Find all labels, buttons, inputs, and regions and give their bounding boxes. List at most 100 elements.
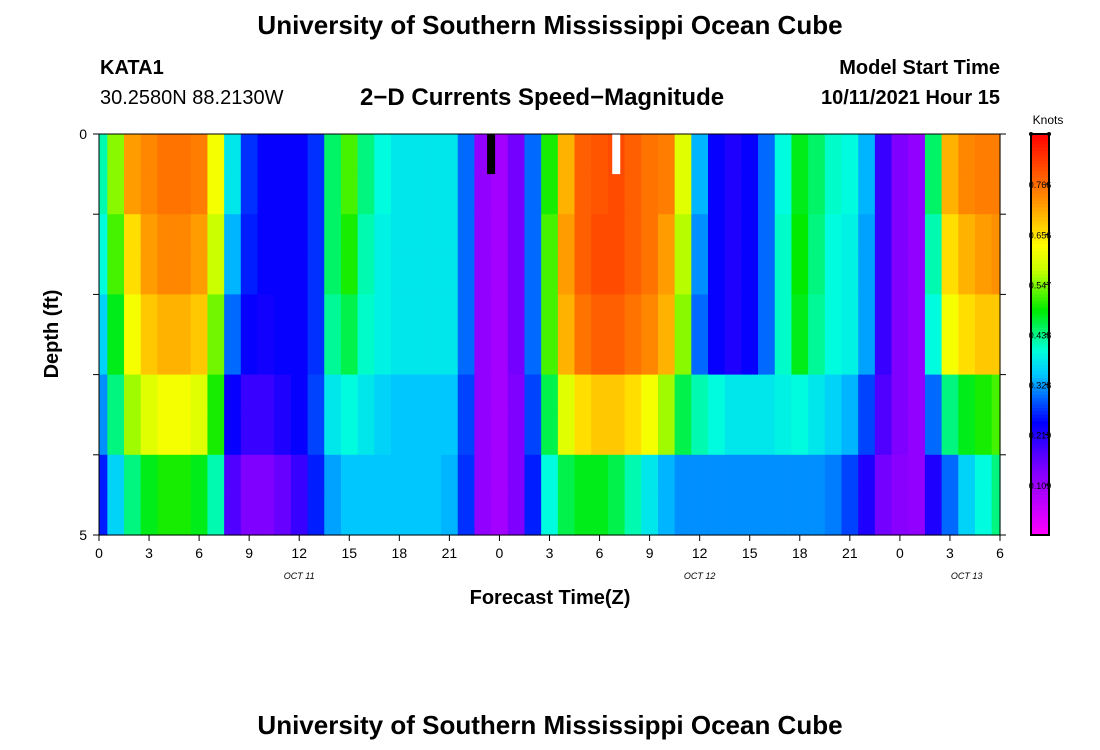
colorbar-segment: [1031, 394, 1049, 399]
heatmap-cell: [924, 334, 943, 376]
colorbar-segment: [1031, 374, 1049, 379]
x-tick-label: 18: [392, 545, 408, 561]
heatmap-cell: [174, 174, 192, 215]
heatmap-cell: [457, 454, 476, 496]
heatmap-cell: [307, 134, 325, 175]
heatmap-cell: [791, 254, 809, 295]
colorbar-segment: [1031, 144, 1049, 148]
colorbar-tick-label: 0.766: [1029, 180, 1052, 190]
heatmap-cell: [174, 254, 192, 295]
heatmap-cell: [691, 414, 709, 456]
heatmap-cell: [99, 254, 108, 295]
heatmap-cell: [607, 414, 626, 456]
heatmap-cell: [357, 294, 375, 336]
heatmap-cell: [107, 134, 125, 175]
heatmap-cell: [557, 494, 576, 536]
heatmap-cell: [708, 374, 726, 416]
heatmap-cell: [457, 494, 476, 536]
heatmap-cell: [390, 214, 409, 255]
heatmap-cell: [524, 494, 542, 536]
heatmap-cell: [941, 334, 959, 376]
heatmap-cell: [958, 494, 976, 536]
heatmap-cell: [224, 174, 242, 215]
heatmap-cell: [958, 414, 976, 456]
heatmap-cell: [457, 174, 476, 215]
heatmap-cell: [641, 174, 659, 215]
heatmap-cell: [774, 134, 793, 175]
colorbar-segment: [1031, 194, 1049, 199]
heatmap-cell: [541, 214, 559, 255]
heatmap-cell: [407, 174, 425, 215]
heatmap-cell: [224, 334, 242, 376]
heatmap-cell: [441, 254, 459, 295]
heatmap-cell: [107, 334, 125, 376]
heatmap-cell: [691, 134, 709, 175]
heatmap-cell: [724, 414, 742, 456]
heatmap-cell: [541, 414, 559, 456]
heatmap-cell: [641, 254, 659, 295]
heatmap-cell: [958, 454, 976, 496]
heatmap-cell: [257, 174, 275, 215]
heatmap-cell: [824, 334, 843, 376]
heatmap-cell: [624, 294, 642, 336]
x-tick-label: 12: [291, 545, 307, 561]
heatmap-cell: [841, 374, 859, 416]
heatmap-cell: [808, 294, 826, 336]
heatmap-cell: [691, 174, 709, 215]
heatmap-cell: [557, 174, 576, 215]
x-tick-label: 0: [896, 545, 904, 561]
heatmap-cell: [324, 214, 342, 255]
heatmap-cell: [357, 174, 375, 215]
heatmap-cell: [758, 294, 776, 336]
heatmap-cell: [274, 174, 292, 215]
heatmap-cell: [808, 134, 826, 175]
heatmap-cell: [507, 374, 526, 416]
heatmap-cell: [424, 414, 442, 456]
heatmap-cell: [674, 494, 692, 536]
heatmap-cell: [708, 254, 726, 295]
heatmap-cell: [99, 174, 108, 215]
heatmap-cell: [441, 494, 459, 536]
heatmap-cell: [908, 174, 926, 215]
heatmap-cell: [474, 414, 492, 456]
x-tick-label: 9: [245, 545, 253, 561]
colorbar-segment: [1031, 174, 1049, 179]
colorbar-segment: [1031, 197, 1049, 202]
colorbar-segment: [1031, 230, 1049, 235]
heatmap-cell: [891, 254, 909, 295]
chart-subtitle: 2−D Currents Speed−Magnitude: [360, 84, 725, 111]
heatmap-cell: [307, 414, 325, 456]
heatmap-cell: [324, 254, 342, 295]
heatmap-cell: [774, 214, 793, 255]
heatmap-cell: [507, 414, 526, 456]
heatmap-cell: [991, 174, 1001, 215]
heatmap-cell: [441, 174, 459, 215]
heatmap-cell: [908, 334, 926, 376]
heatmap-cell: [574, 334, 592, 376]
heatmap-cell: [224, 254, 242, 295]
heatmap-cell: [858, 454, 876, 496]
heatmap-cell: [541, 374, 559, 416]
heatmap-cell: [674, 374, 692, 416]
colorbar-segment: [1031, 401, 1049, 406]
heatmap-cell: [124, 414, 142, 456]
heatmap-cell: [524, 374, 542, 416]
colorbar-segment: [1031, 434, 1049, 439]
heatmap-cell: [657, 134, 676, 175]
heatmap-cell: [357, 334, 375, 376]
heatmap-cell: [541, 294, 559, 336]
heatmap-cell: [758, 254, 776, 295]
colorbar-segment: [1031, 314, 1049, 319]
x-tick-label: 3: [946, 545, 954, 561]
heatmap-cell: [758, 374, 776, 416]
heatmap-cell: [424, 334, 442, 376]
heatmap-cell: [357, 494, 375, 536]
heatmap-cell: [924, 254, 943, 295]
heatmap-cell: [708, 454, 726, 496]
colorbar-segment: [1031, 521, 1049, 526]
heatmap-cell: [424, 454, 442, 496]
heatmap-cell: [190, 374, 209, 416]
heatmap-cell: [240, 414, 259, 456]
colorbar-segment: [1031, 364, 1049, 369]
heatmap-cell: [557, 294, 576, 336]
